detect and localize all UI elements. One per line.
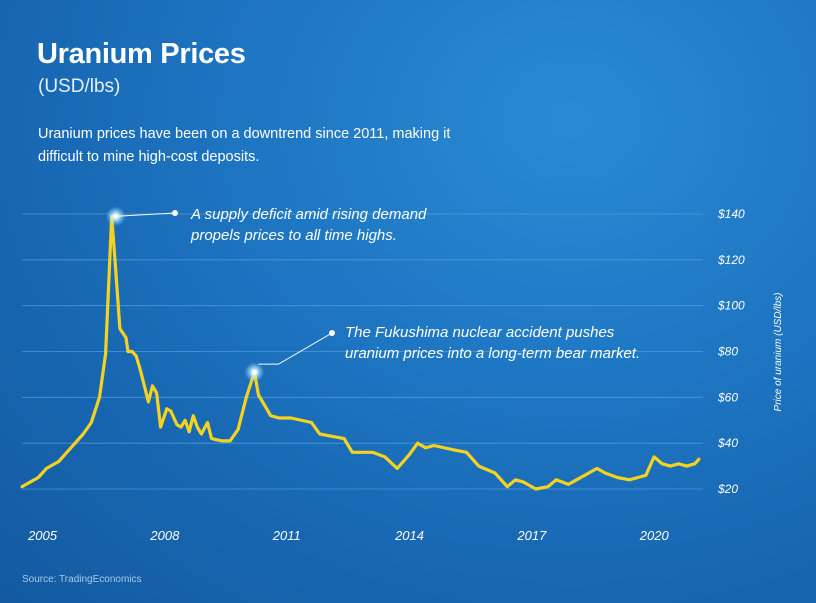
x-tick-labels: 2005 2008 2011 2014 2017 2020: [27, 528, 669, 543]
annotation-leader: [115, 212, 176, 217]
y-tick-label: $60: [717, 390, 738, 404]
y-tick-label: $140: [717, 207, 745, 221]
x-tick-label: 2017: [516, 528, 547, 543]
y-tick-label: $40: [717, 436, 738, 450]
price-line: [20, 214, 701, 491]
annotation-markers: [105, 206, 335, 383]
chart-subtitle: (USD/lbs): [38, 76, 121, 97]
x-tick-label: 2014: [394, 528, 424, 543]
y-tick-label: $100: [717, 299, 745, 313]
x-tick-label: 2020: [639, 528, 670, 543]
grid-lines: [22, 213, 703, 490]
annotation-point: [251, 369, 257, 375]
annotation-dot: [172, 210, 178, 216]
annotation-leader: [258, 332, 333, 365]
y-tick-label: $80: [717, 345, 738, 359]
x-tick-label: 2011: [272, 528, 301, 543]
price-series: [20, 214, 701, 491]
y-axis-label: Price of uranium (USD/lbs): [773, 293, 784, 412]
source-note: Source: TradingEconomics: [22, 574, 142, 585]
x-tick-label: 2005: [27, 528, 58, 543]
x-tick-label: 2008: [149, 528, 180, 543]
chart-description: Uranium prices have been on a downtrend …: [38, 126, 451, 165]
y-tick-label: $120: [717, 253, 745, 267]
y-tick-labels: $20 $40 $60 $80 $100 $120 $140: [717, 207, 745, 496]
annotation-fukushima: The Fukushima nuclear accident pushes ur…: [345, 324, 641, 362]
annotation-peak-2007: A supply deficit amid rising demand prop…: [191, 206, 427, 244]
annotation-dot: [329, 330, 335, 336]
y-tick-label: $20: [717, 482, 738, 496]
chart-title: Uranium Prices: [37, 38, 246, 70]
